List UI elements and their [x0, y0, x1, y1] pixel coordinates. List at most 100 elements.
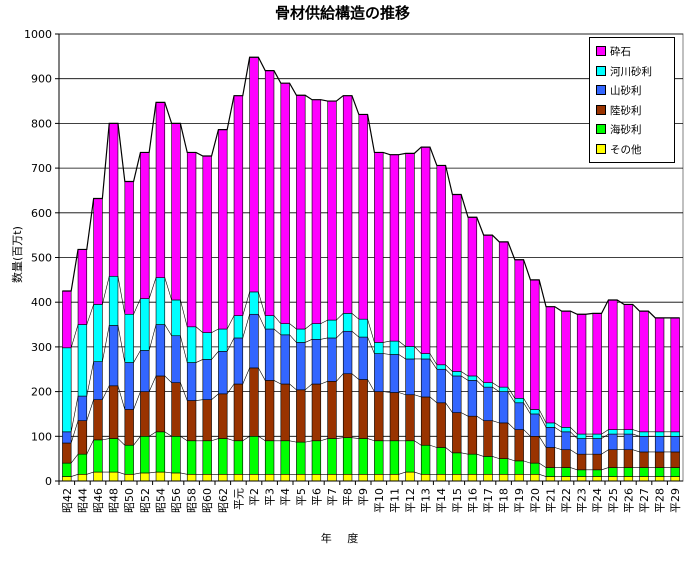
legend-label: 山砂利: [610, 85, 642, 97]
bar-segment: [420, 146, 431, 354]
x-tick-label: 昭60: [201, 488, 214, 513]
bar-segment: [342, 95, 353, 314]
bar-segment: [545, 427, 556, 448]
bar-segment: [545, 306, 556, 424]
bar-segment: [467, 415, 478, 455]
x-tick-label: 平16: [466, 488, 479, 513]
bar-segment: [639, 431, 649, 437]
bar-segment: [311, 473, 322, 482]
series-connector: [70, 431, 671, 471]
bar-segment: [186, 152, 197, 328]
x-tick-label: 平20: [529, 488, 542, 513]
legend-label: 海砂利: [610, 124, 642, 136]
bar-segment: [530, 473, 540, 482]
bar-segment: [311, 339, 322, 385]
bar-segment: [264, 440, 275, 475]
x-tick-label: 昭46: [92, 488, 105, 513]
bar-segment: [608, 449, 618, 468]
bar-segment: [374, 440, 384, 475]
bar-segment: [93, 198, 103, 305]
bar-segment: [311, 383, 322, 442]
x-tick-label: 平19: [513, 488, 526, 513]
bar-segment: [140, 152, 150, 299]
bar-segment: [93, 361, 103, 400]
bar-segment: [264, 473, 275, 482]
bar-segment: [342, 473, 353, 482]
legend-item: 山砂利: [596, 82, 642, 100]
x-tick-label: 平2: [248, 488, 261, 506]
bar-segment: [561, 431, 571, 451]
bar-segment: [483, 382, 493, 388]
bar-segment: [545, 422, 556, 428]
bar-segment: [202, 332, 212, 360]
bar-segment: [530, 435, 540, 464]
bar-segment: [327, 438, 337, 475]
y-tick-label: 500: [31, 252, 52, 265]
bar-segment: [233, 383, 244, 442]
legend-swatch: [596, 46, 606, 56]
bar-segment: [140, 391, 150, 437]
bar-segment: [171, 435, 181, 474]
bar-segment: [140, 350, 150, 392]
x-tick-label: 平5: [295, 488, 308, 506]
bar-segment: [498, 386, 509, 392]
bar-segment: [530, 413, 540, 437]
bar-segment: [264, 70, 275, 316]
bar-segment: [514, 402, 524, 430]
bar-segment: [218, 328, 228, 352]
bar-segment: [155, 375, 166, 433]
y-tick-label: 200: [31, 386, 52, 399]
bar-segment: [561, 467, 571, 477]
legend-item: 陸砂利: [596, 102, 642, 120]
x-tick-label: 平7: [326, 488, 339, 506]
bar-segment: [467, 375, 478, 381]
legend-swatch: [596, 143, 606, 154]
bar-segment: [452, 452, 462, 475]
bar-segment: [405, 394, 415, 442]
bar-segment: [576, 438, 587, 455]
bar-segment: [249, 473, 259, 482]
x-axis-label: 年 度: [320, 532, 365, 545]
bar-segment: [498, 241, 509, 388]
bar-segment: [218, 129, 228, 330]
bar-segment: [483, 420, 493, 457]
bar-segment: [233, 337, 244, 385]
bar-segment: [639, 451, 649, 468]
bar-segment: [498, 422, 509, 459]
x-tick-label: 平27: [638, 488, 651, 513]
bar-segment: [514, 460, 524, 475]
bar-segment: [311, 440, 322, 475]
bar-segment: [108, 325, 119, 387]
bar-segment: [389, 340, 400, 355]
bar-segment: [670, 317, 680, 433]
bar-segment: [124, 444, 134, 475]
bar-segment: [467, 453, 478, 475]
bar-segment: [654, 476, 665, 482]
bar-segment: [77, 473, 88, 482]
x-tick-label: 昭42: [61, 488, 74, 513]
bar-segment: [155, 324, 166, 377]
bar-segment: [420, 473, 431, 482]
bar-segment: [124, 473, 134, 482]
x-tick-label: 平17: [482, 488, 495, 513]
bar-segment: [670, 435, 680, 453]
bar-segment: [327, 337, 337, 382]
legend-label: 河川砂利: [610, 65, 652, 78]
bar-segment: [420, 358, 431, 398]
bar-segment: [77, 395, 88, 421]
bar-segment: [623, 429, 634, 435]
bar-segment: [186, 326, 197, 363]
x-tick-label: 平4: [279, 488, 292, 506]
bar-segment: [374, 473, 384, 482]
bar-segment: [436, 368, 446, 404]
bar-segment: [358, 379, 368, 439]
bar-segment: [202, 155, 212, 333]
bar-segment: [93, 439, 103, 473]
x-tick-label: 昭56: [170, 488, 183, 513]
x-tick-label: 平6: [310, 488, 323, 506]
bar-segment: [483, 234, 493, 383]
bar-segment: [202, 359, 212, 400]
x-tick-label: 平元: [232, 488, 245, 510]
bar-segment: [561, 476, 571, 482]
